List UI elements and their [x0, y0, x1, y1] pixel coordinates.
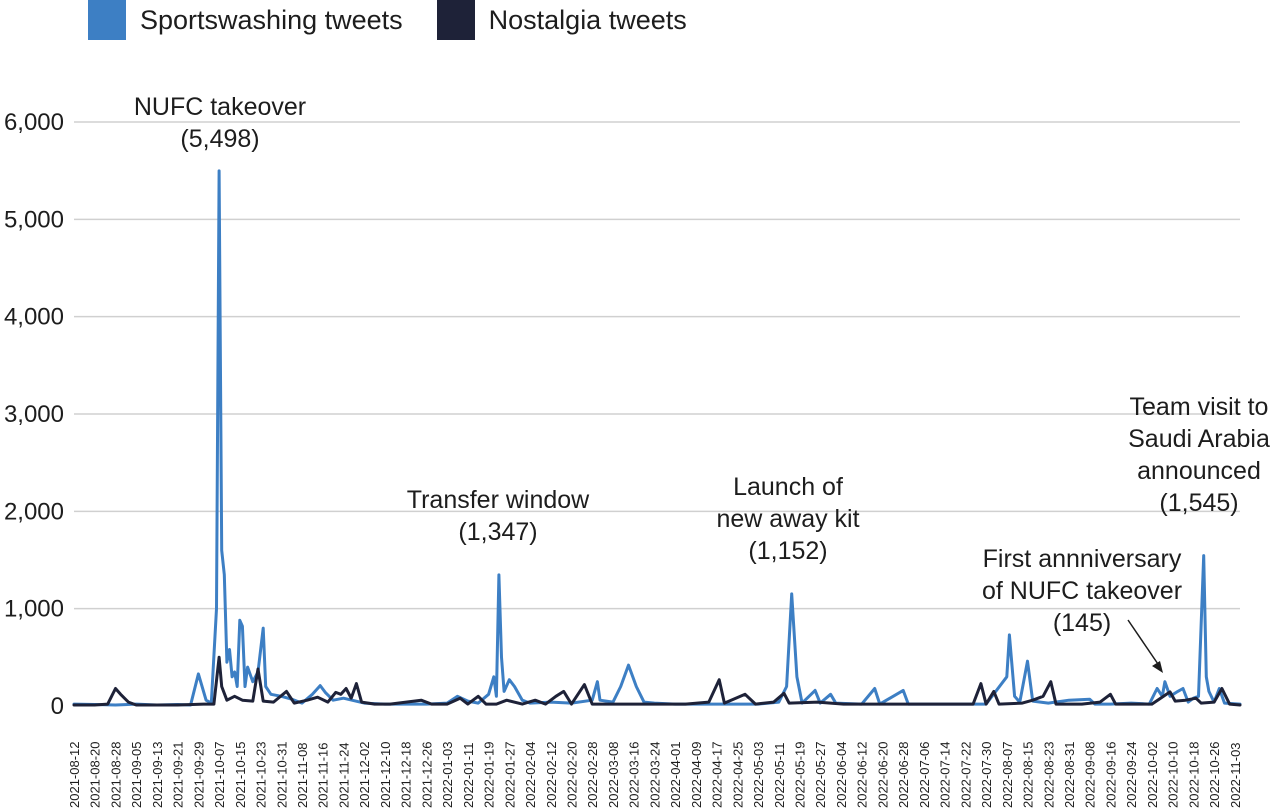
x-tick-label: 2021-12-18: [399, 742, 414, 809]
series-line-nostalgia: [72, 655, 1242, 707]
x-tick-label: 2022-05-27: [813, 742, 828, 809]
legend-item-nostalgia: Nostalgia tweets: [436, 0, 687, 40]
annotation-text: of NUFC takeover: [982, 577, 1182, 605]
legend-item-sportswashing: Sportswashing tweets: [88, 0, 403, 40]
x-tick-label: 2022-07-22: [958, 741, 973, 808]
x-tick-label: 2022-04-17: [710, 742, 725, 809]
x-tick-label: 2021-08-28: [108, 742, 123, 809]
annotation-text: (1,152): [748, 537, 827, 565]
x-tick-label: 2022-05-03: [751, 742, 766, 809]
x-tick-label: 2022-09-08: [1083, 742, 1098, 809]
annotation-text: Transfer window: [407, 486, 590, 514]
x-tick-label: 2021-08-12: [67, 742, 82, 809]
y-tick-label: 4,000: [4, 304, 64, 331]
x-tick-label: 2022-07-14: [938, 742, 953, 809]
legend-label-sportswashing: Sportswashing tweets: [140, 4, 403, 35]
x-tick-label: 2022-11-03: [1228, 742, 1243, 808]
annotation-text: NUFC takeover: [134, 93, 306, 121]
x-tick-label: 2022-01-27: [502, 742, 517, 809]
x-tick-label: 2021-11-24: [336, 742, 351, 808]
annotation-text: announced: [1137, 457, 1261, 485]
x-tick-label: 2022-09-24: [1124, 742, 1139, 809]
x-tick-label: 2022-09-16: [1103, 742, 1118, 809]
y-tick-label: 3,000: [4, 401, 64, 428]
x-tick-label: 2022-10-02: [1145, 742, 1160, 809]
annotation-text: new away kit: [716, 505, 859, 533]
x-tick-label: 2022-01-03: [440, 742, 455, 809]
annotation-arrow-line: [1127, 619, 1161, 668]
x-tick-label: 2022-01-19: [482, 742, 497, 809]
x-tick-label: 2022-02-04: [523, 742, 538, 809]
x-tick-label: 2022-07-06: [917, 742, 932, 809]
x-tick-label: 2021-09-13: [150, 742, 165, 809]
x-tick-label: 2021-12-10: [378, 742, 393, 809]
x-tick-label: 2022-03-16: [627, 742, 642, 809]
legend-label-nostalgia: Nostalgia tweets: [488, 4, 687, 35]
chart-legend: Sportswashing tweets Nostalgia tweets: [88, 0, 721, 40]
legend-swatch-nostalgia: [436, 0, 475, 40]
x-tick-label: 2022-02-20: [564, 742, 579, 809]
x-tick-label: 2022-08-07: [1000, 741, 1015, 808]
x-tick-label: 2021-12-26: [419, 742, 434, 809]
annotation-text: (145): [1053, 609, 1111, 637]
annotation-text: First annniversary: [983, 545, 1182, 573]
x-tick-label: 2022-06-12: [855, 742, 870, 809]
y-tick-label: 6,000: [4, 109, 64, 136]
x-tick-label: 2021-08-20: [88, 742, 103, 809]
x-tick-label: 2022-10-18: [1186, 742, 1201, 809]
x-tick-label: 2022-06-28: [896, 742, 911, 809]
x-tick-label: 2022-06-04: [834, 742, 849, 809]
x-tick-label: 2021-09-21: [171, 742, 186, 809]
x-tick-label: 2022-07-30: [979, 742, 994, 808]
x-tick-label: 2022-04-25: [730, 742, 745, 809]
x-tick-label: 2022-06-20: [875, 742, 890, 809]
legend-swatch-sportswashing: [88, 0, 126, 40]
y-tick-label: 5,000: [4, 206, 64, 233]
x-tick-label: 2022-08-15: [1021, 742, 1036, 809]
x-tick-label: 2022-01-11: [461, 742, 476, 808]
x-tick-label: 2021-09-05: [129, 742, 144, 809]
y-tick-label: 1,000: [4, 596, 64, 623]
x-tick-label: 2022-10-10: [1166, 742, 1181, 809]
x-tick-label: 2022-04-09: [689, 742, 704, 809]
x-tick-label: 2022-03-08: [606, 742, 621, 809]
x-tick-label: 2022-04-01: [668, 742, 683, 809]
x-tick-label: 2022-08-31: [1062, 742, 1077, 809]
annotation-text: Launch of: [733, 473, 843, 501]
x-tick-label: 2021-10-31: [274, 742, 289, 809]
annotation-text: Team visit to: [1130, 393, 1269, 421]
y-tick-label: 2,000: [4, 498, 64, 525]
x-tick-label: 2022-03-24: [647, 742, 662, 809]
x-tick-label: 2021-11-16: [316, 742, 331, 808]
x-tick-label: 2022-02-28: [585, 742, 600, 809]
y-tick-label: 0: [51, 693, 64, 720]
annotation-text: Saudi Arabia: [1128, 425, 1270, 453]
x-tick-label: 2021-12-02: [357, 742, 372, 809]
x-tick-label: 2021-09-29: [191, 742, 206, 809]
x-tick-label: 2021-11-08: [295, 742, 310, 808]
annotation-text: (5,498): [180, 125, 259, 153]
x-tick-label: 2022-02-12: [544, 742, 559, 809]
annotation-arrow-head: [1152, 661, 1163, 673]
x-tick-label: 2022-05-11: [772, 742, 787, 808]
annotation-text: (1,545): [1159, 489, 1238, 517]
x-tick-label: 2022-05-19: [793, 742, 808, 809]
annotation-text: (1,347): [458, 518, 537, 546]
x-tick-label: 2022-10-26: [1207, 742, 1222, 809]
x-tick-label: 2021-10-15: [233, 742, 248, 809]
x-tick-label: 2021-10-23: [254, 742, 269, 809]
x-tick-label: 2021-10-07: [212, 742, 227, 809]
x-tick-label: 2022-08-23: [1041, 742, 1056, 809]
